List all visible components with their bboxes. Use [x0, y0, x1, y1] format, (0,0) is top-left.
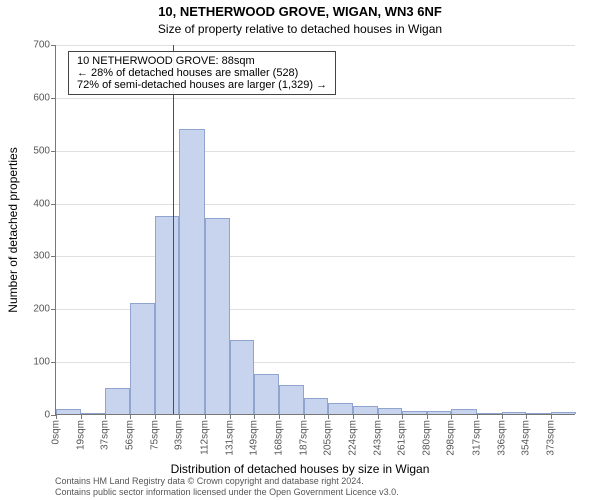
x-tick-mark — [477, 414, 478, 419]
x-tick-label: 317sqm — [471, 420, 482, 456]
x-tick-mark — [427, 414, 428, 419]
histogram-bar — [105, 388, 130, 414]
y-tick-label: 700 — [33, 40, 50, 51]
x-tick-label: 112sqm — [199, 420, 210, 455]
x-tick-label: 56sqm — [125, 420, 136, 450]
footer-line: Contains HM Land Registry data © Crown c… — [55, 476, 399, 487]
x-tick-label: 261sqm — [397, 420, 408, 456]
histogram-bar — [451, 409, 476, 414]
histogram-bar — [378, 408, 402, 414]
x-tick-label: 336sqm — [496, 420, 507, 456]
y-tick-label: 300 — [33, 251, 50, 262]
x-tick-mark — [353, 414, 354, 419]
histogram-bar — [402, 411, 427, 414]
x-tick-label: 149sqm — [248, 420, 259, 456]
x-tick-label: 19sqm — [76, 420, 87, 450]
histogram-bar — [502, 412, 526, 414]
footer-line: Contains public sector information licen… — [55, 487, 399, 498]
x-tick-label: 373sqm — [545, 420, 556, 456]
x-axis-title: Distribution of detached houses by size … — [0, 462, 600, 476]
x-tick-mark — [105, 414, 106, 419]
chart-title: 10, NETHERWOOD GROVE, WIGAN, WN3 6NF — [0, 4, 600, 19]
x-tick-mark — [402, 414, 403, 419]
x-tick-mark — [502, 414, 503, 419]
histogram-bar — [279, 385, 304, 414]
y-tick-mark — [51, 309, 56, 310]
x-tick-label: 168sqm — [273, 420, 284, 456]
x-tick-mark — [378, 414, 379, 419]
histogram-bar — [328, 403, 353, 414]
x-tick-label: 37sqm — [100, 420, 111, 450]
x-tick-label: 224sqm — [348, 420, 359, 456]
chart-subtitle: Size of property relative to detached ho… — [0, 22, 600, 36]
x-tick-label: 75sqm — [150, 420, 161, 450]
histogram-bar — [230, 340, 254, 414]
x-tick-label: 354sqm — [520, 420, 531, 456]
x-tick-mark — [205, 414, 206, 419]
y-tick-label: 600 — [33, 92, 50, 103]
x-tick-label: 280sqm — [422, 420, 433, 456]
histogram-bar — [81, 413, 105, 414]
x-tick-mark — [56, 414, 57, 419]
histogram-bar — [205, 218, 230, 414]
y-tick-mark — [51, 151, 56, 152]
x-tick-mark — [304, 414, 305, 419]
x-tick-mark — [254, 414, 255, 419]
reference-line — [173, 45, 174, 414]
histogram-bar — [353, 406, 378, 414]
y-tick-mark — [51, 98, 56, 99]
histogram-bar — [526, 413, 551, 414]
x-tick-mark — [179, 414, 180, 419]
x-tick-mark — [230, 414, 231, 419]
histogram-bar — [56, 409, 81, 414]
y-tick-mark — [51, 45, 56, 46]
gridline — [56, 204, 575, 205]
x-tick-label: 131sqm — [224, 420, 235, 456]
gridline — [56, 256, 575, 257]
y-tick-mark — [51, 362, 56, 363]
x-tick-label: 205sqm — [322, 420, 333, 456]
histogram-bar — [304, 398, 328, 414]
histogram-bar — [477, 413, 502, 414]
x-tick-mark — [328, 414, 329, 419]
y-axis-title: Number of detached properties — [6, 147, 20, 312]
y-tick-label: 200 — [33, 304, 50, 315]
gridline — [56, 45, 575, 46]
x-tick-mark — [551, 414, 552, 419]
histogram-bar — [427, 411, 451, 414]
x-tick-mark — [279, 414, 280, 419]
x-tick-mark — [155, 414, 156, 419]
y-tick-label: 0 — [44, 410, 50, 421]
chart-footer: Contains HM Land Registry data © Crown c… — [55, 476, 399, 498]
info-box: 10 NETHERWOOD GROVE: 88sqm ← 28% of deta… — [68, 51, 336, 95]
y-tick-mark — [51, 256, 56, 257]
x-tick-label: 243sqm — [373, 420, 384, 456]
x-tick-label: 0sqm — [51, 420, 62, 444]
histogram-bar — [179, 129, 204, 414]
x-tick-mark — [451, 414, 452, 419]
x-tick-label: 298sqm — [446, 420, 457, 456]
y-tick-label: 400 — [33, 198, 50, 209]
y-tick-mark — [51, 204, 56, 205]
x-tick-mark — [130, 414, 131, 419]
histogram-bar — [551, 412, 576, 414]
info-box-line: 72% of semi-detached houses are larger (… — [77, 79, 327, 91]
histogram-bar — [130, 303, 155, 414]
x-tick-mark — [81, 414, 82, 419]
histogram-bar — [254, 374, 279, 414]
plot-area: 01002003004005006007000sqm19sqm37sqm56sq… — [55, 45, 575, 415]
info-box-line: 10 NETHERWOOD GROVE: 88sqm — [77, 55, 327, 67]
y-tick-label: 500 — [33, 145, 50, 156]
y-tick-label: 100 — [33, 357, 50, 368]
x-tick-label: 93sqm — [174, 420, 185, 450]
x-tick-mark — [526, 414, 527, 419]
gridline — [56, 98, 575, 99]
histogram-bar — [155, 216, 179, 414]
chart-container: 10, NETHERWOOD GROVE, WIGAN, WN3 6NF Siz… — [0, 0, 600, 500]
x-tick-label: 187sqm — [299, 420, 310, 456]
info-box-line: ← 28% of detached houses are smaller (52… — [77, 67, 327, 79]
gridline — [56, 151, 575, 152]
